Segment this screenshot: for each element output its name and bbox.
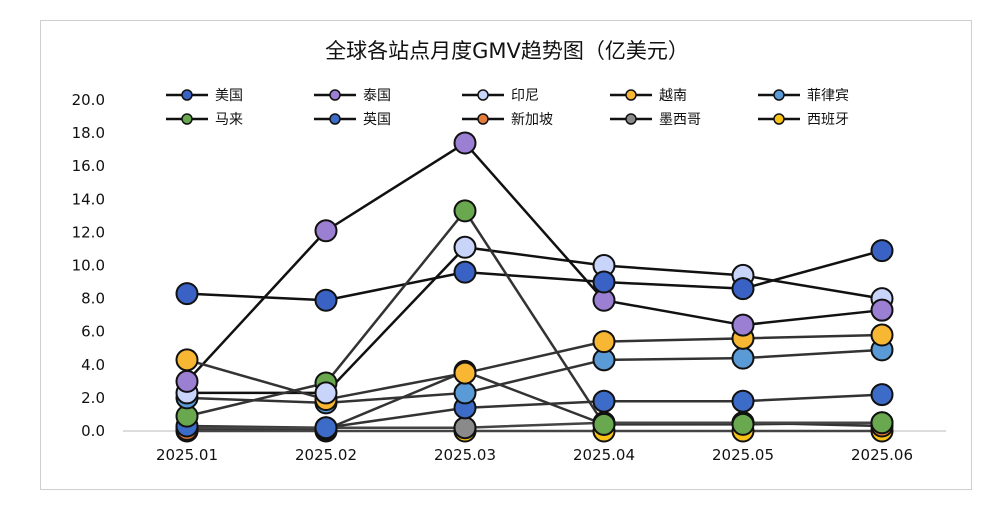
y-tick-label: 8.0 [81,290,105,308]
data-point [592,270,616,294]
legend-marker [477,89,489,101]
x-axis: 2025.01 2025.02 2025.03 2025.04 2025.05 2025.… [123,430,946,464]
y-tick-label: 20.0 [72,91,105,109]
legend-marker [477,113,489,125]
series-lines [186,141,883,433]
data-point [592,412,616,436]
legend-label: 马来 [215,112,243,128]
y-tick-label: 16.0 [72,157,105,175]
y-tick-label: 4.0 [81,356,105,374]
data-point [175,282,199,306]
data-point [870,383,894,407]
data-point [314,416,338,440]
x-tick-label: 2025.02 [295,446,357,464]
data-point [870,323,894,347]
legend-label: 墨西哥 [659,112,701,128]
data-point [314,381,338,405]
data-point [314,288,338,312]
data-point [870,411,894,435]
x-tick-label: 2025.06 [851,446,913,464]
y-tick-label: 14.0 [72,190,105,208]
x-tick-label: 2025.04 [573,446,635,464]
legend-label: 西班牙 [807,112,849,128]
legend-marker [329,113,341,125]
data-point [731,277,755,301]
y-tick-label: 12.0 [72,223,105,241]
data-point [453,235,477,259]
legend-label: 美国 [215,88,243,104]
data-point [592,389,616,413]
data-point [453,381,477,405]
legend-marker [625,113,637,125]
data-point [731,412,755,436]
legend-label: 英国 [363,111,391,128]
legend-label: 印尼 [511,88,539,104]
y-axis: 0.0 2.0 4.0 6.0 8.0 10.0 12.0 14.0 16.0 18.0 20.0 [72,91,105,440]
legend-item: 墨西哥 [610,112,701,128]
y-tick-label: 0.0 [81,422,105,440]
legend-item: 印尼 [462,88,539,104]
legend-item: 新加坡 [462,112,553,128]
series-line [186,348,883,405]
chart-title: 全球各站点月度GMV趋势图（亿美元） [325,39,689,63]
y-tick-label: 10.0 [72,257,105,275]
data-point [453,199,477,223]
legend-marker [625,89,637,101]
legend-item: 马来 [166,112,243,128]
chart-frame: 全球各站点月度GMV趋势图（亿美元） 美国 泰国 印尼 越南 菲律宾马来 英国 新加坡 墨西哥… [40,20,972,490]
legend-item: 美国 [166,88,243,104]
data-point [731,313,755,337]
data-point [453,416,477,440]
x-tick-label: 2025.03 [434,446,496,464]
data-point [870,298,894,322]
data-point [731,389,755,413]
legend-label: 泰国 [363,88,391,104]
data-point [453,361,477,385]
data-point [592,330,616,354]
y-tick-label: 2.0 [81,389,105,407]
legend-item: 西班牙 [758,112,849,128]
data-point [314,219,338,243]
legend-item: 越南 [610,88,687,104]
series-points [175,131,894,443]
legend-marker [181,113,193,125]
legend-marker [181,89,193,101]
x-tick-label: 2025.01 [156,446,218,464]
y-tick-label: 18.0 [72,124,105,142]
data-point [453,131,477,155]
x-tick-label: 2025.05 [712,446,774,464]
legend-item: 菲律宾 [758,88,849,104]
data-point [731,346,755,370]
series-line [186,209,883,426]
series-line [186,249,883,302]
legend-label: 越南 [659,88,687,104]
data-point [175,348,199,372]
legend-label: 菲律宾 [807,88,849,104]
legend-marker [329,89,341,101]
data-point [175,369,199,393]
series-line [186,333,883,401]
legend-marker [773,113,785,125]
legend-label: 新加坡 [511,112,553,128]
series-line [187,421,882,429]
data-point [870,239,894,263]
legend-marker [773,89,785,101]
legend-item: 泰国 [314,88,391,104]
y-tick-label: 6.0 [81,323,105,341]
data-point [453,260,477,284]
legend-item: 英国 [314,111,391,128]
series-line [186,141,883,383]
